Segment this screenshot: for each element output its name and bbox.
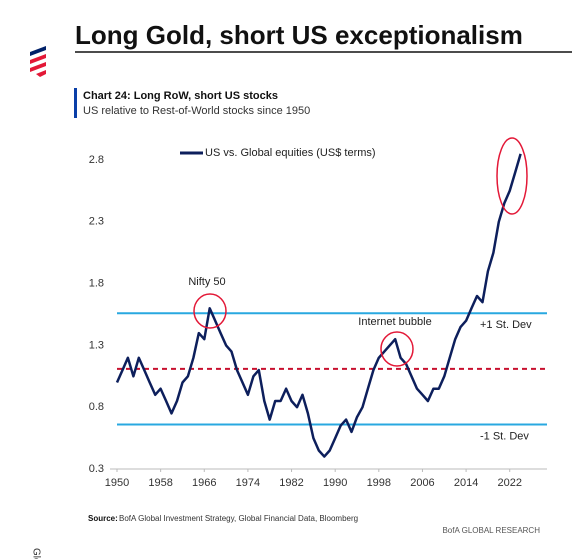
legend-label: US vs. Global equities (US$ terms)	[205, 147, 376, 159]
x-tick-label: 2006	[410, 477, 434, 489]
logo	[30, 46, 46, 77]
y-tick-label: 0.3	[89, 463, 104, 475]
source: BofA Global Investment Strategy, Global …	[119, 514, 358, 523]
y-tick-label: 0.8	[89, 401, 104, 413]
x-tick-label: 1966	[192, 477, 216, 489]
reference-label: -1 St. Dev	[480, 430, 529, 442]
brand: BofA GLOBAL RESEARCH	[442, 526, 540, 535]
highlight-circle	[496, 137, 528, 215]
slide-title: Long Gold, short US exceptionalism	[75, 20, 523, 50]
highlight-circle	[193, 293, 227, 329]
y-tick-label: 1.3	[89, 339, 104, 351]
y-tick-label: 1.8	[89, 278, 104, 290]
chart-subtitle: US relative to Rest-of-World stocks sinc…	[83, 105, 310, 117]
reference-label: +1 St. Dev	[480, 319, 532, 331]
x-tick-label: 2014	[454, 477, 478, 489]
x-tick-label: 1990	[323, 477, 347, 489]
x-tick-label: 1950	[105, 477, 129, 489]
y-tick-label: 2.8	[89, 154, 104, 166]
x-tick-label: 1982	[279, 477, 303, 489]
x-tick-label: 1958	[148, 477, 172, 489]
annotation: Nifty 50	[188, 276, 225, 288]
y-tick-label: 2.3	[89, 216, 104, 228]
source-label: Source:	[88, 514, 118, 523]
x-tick-label: 1974	[236, 477, 260, 489]
annotation: Internet bubble	[358, 316, 431, 328]
header-bar	[74, 88, 77, 118]
x-tick-label: 1998	[367, 477, 391, 489]
data-line	[115, 153, 522, 458]
highlight-circle	[380, 331, 414, 367]
plot: 0.3 0.8 1.3 1.8 2.3 2.8 1950 1958 1966 1974 1982 19…	[89, 147, 547, 489]
chart-label: Chart 24: Long RoW, short US stocks	[83, 90, 278, 102]
side-text: Glob	[30, 548, 41, 559]
x-tick-label: 2022	[497, 477, 521, 489]
